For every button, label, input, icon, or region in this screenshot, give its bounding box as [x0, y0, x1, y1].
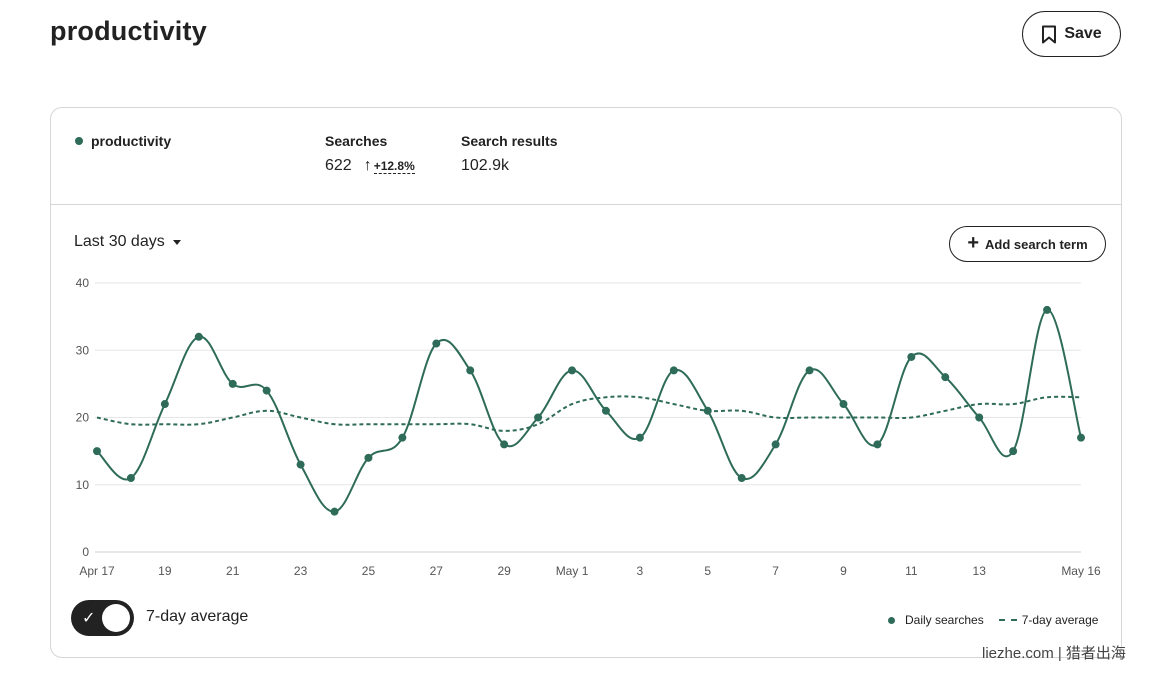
daily-searches-line	[96, 308, 1082, 513]
daily-searches-point	[466, 366, 475, 375]
results-stat: Search results 102.9k	[461, 133, 558, 175]
seven-day-average-toggle[interactable]: ✓	[71, 600, 134, 636]
save-button-label: Save	[1064, 25, 1102, 42]
y-tick-label: 20	[76, 411, 90, 425]
daily-searches-point	[568, 366, 577, 375]
x-tick-label: 27	[430, 564, 444, 578]
x-tick-label: Apr 17	[79, 564, 115, 578]
daily-searches-point	[1043, 305, 1052, 314]
toggle-label: 7-day average	[146, 608, 249, 625]
daily-searches-point	[1009, 447, 1018, 456]
daily-searches-point	[635, 433, 644, 442]
daily-searches-point	[839, 400, 848, 409]
legend-average-label: 7-day average	[1021, 613, 1099, 627]
x-tick-label: 19	[158, 564, 172, 578]
daily-searches-point	[194, 332, 203, 341]
arrow-up-icon: ↑	[363, 157, 372, 174]
add-search-term-label: Add search term	[985, 236, 1088, 252]
search-term: productivity	[75, 133, 171, 149]
daily-searches-point	[228, 379, 237, 388]
x-tick-label: 9	[840, 564, 847, 578]
daily-searches-point	[873, 440, 882, 449]
x-tick-label: May 1	[556, 564, 589, 578]
daily-searches-point	[93, 447, 101, 456]
summary-panel: productivity Searches 622 ↑ +12.8% Searc…	[51, 108, 1121, 205]
daily-searches-point	[126, 474, 135, 483]
daily-searches-point	[805, 366, 814, 375]
results-value: 102.9k	[461, 157, 510, 174]
x-tick-label: 3	[637, 564, 644, 578]
x-tick-label: May 16	[1061, 564, 1101, 578]
x-tick-label: 11	[905, 564, 918, 578]
daily-searches-point	[432, 339, 441, 348]
daily-searches-point	[534, 413, 543, 422]
daily-searches-point	[771, 440, 780, 449]
y-tick-label: 30	[76, 343, 90, 357]
daily-searches-point	[601, 406, 610, 415]
seven-day-average-line	[96, 395, 1082, 432]
plus-icon: +	[967, 232, 980, 254]
daily-searches-point	[975, 413, 984, 422]
daily-searches-point	[364, 453, 373, 462]
x-tick-label: 5	[704, 564, 711, 578]
toggle-knob	[102, 604, 130, 632]
results-label: Search results	[461, 133, 558, 149]
date-range-dropdown[interactable]: Last 30 days	[74, 233, 181, 251]
searches-value: 622	[325, 157, 352, 174]
daily-searches-point	[160, 400, 169, 409]
daily-searches-point	[398, 433, 407, 442]
term-color-dot	[75, 137, 83, 145]
searches-stat: Searches 622 ↑ +12.8%	[325, 133, 415, 175]
daily-searches-point	[1077, 433, 1085, 442]
y-tick-label: 0	[82, 545, 89, 559]
searches-change[interactable]: +12.8%	[373, 158, 415, 174]
bookmark-icon	[1042, 25, 1057, 43]
daily-searches-point	[737, 474, 746, 483]
legend-daily-label: Daily searches	[905, 613, 984, 627]
caret-down-icon	[172, 239, 181, 245]
add-search-term-button[interactable]: + Add search term	[949, 226, 1106, 262]
daily-searches-point	[262, 386, 271, 395]
daily-searches-point	[330, 507, 339, 516]
daily-searches-point	[296, 460, 305, 469]
line-chart: 0 10 20 30 40 Apr 17 19 21 23 25 27 29 May 1 3 5 7 9 11 13…	[76, 276, 1101, 578]
daily-searches-point	[907, 352, 916, 361]
save-button[interactable]: Save	[1022, 11, 1121, 57]
date-range-label: Last 30 days	[74, 233, 165, 250]
chart-legend: Daily searches 7-day average	[888, 613, 1098, 627]
legend-average-marker	[998, 619, 1017, 621]
checkmark-icon: ✓	[82, 610, 96, 627]
x-tick-label: 7	[772, 564, 779, 578]
watermark: liezhe.com | 猎者出海	[982, 645, 1126, 662]
searches-label: Searches	[325, 133, 388, 149]
y-tick-label: 10	[76, 478, 90, 492]
legend-daily-marker	[888, 616, 895, 624]
x-tick-label: 21	[226, 564, 240, 578]
daily-searches-point	[669, 366, 678, 375]
x-tick-label: 13	[973, 564, 987, 578]
daily-searches-point	[703, 406, 712, 415]
daily-searches-point	[941, 373, 950, 382]
x-tick-label: 25	[362, 564, 376, 578]
page-title: productivity	[50, 16, 207, 46]
x-tick-label: 23	[294, 564, 308, 578]
y-tick-label: 40	[76, 276, 90, 290]
search-term-label: productivity	[91, 133, 172, 149]
x-tick-label: 29	[497, 564, 511, 578]
daily-searches-point	[500, 440, 509, 449]
